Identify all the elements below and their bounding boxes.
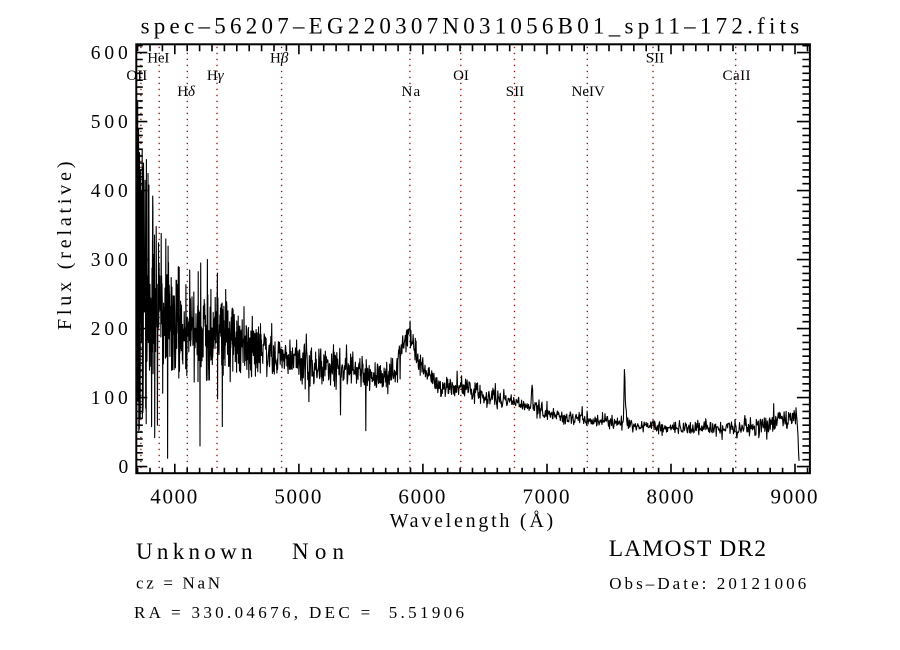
svg-text:4000: 4000 (150, 485, 197, 509)
svg-text:100: 100 (91, 388, 128, 409)
svg-text:9000: 9000 (771, 485, 818, 509)
svg-text:Non: Non (292, 539, 345, 564)
svg-text:cz = NaN: cz = NaN (136, 574, 220, 593)
svg-text:300: 300 (91, 250, 128, 271)
svg-text:CaII: CaII (723, 68, 751, 84)
svg-text:Hβ: Hβ (270, 50, 289, 66)
svg-text:0: 0 (119, 457, 129, 478)
svg-text:SII: SII (506, 84, 524, 100)
svg-text:8000: 8000 (647, 485, 694, 509)
svg-text:500: 500 (91, 112, 128, 133)
svg-text:7000: 7000 (522, 485, 569, 509)
svg-text:Flux (relative): Flux (relative) (54, 162, 76, 331)
svg-text:Hγ: Hγ (207, 68, 225, 84)
svg-text:200: 200 (91, 319, 128, 340)
svg-text:SII: SII (646, 50, 664, 66)
svg-text:600: 600 (91, 43, 128, 64)
svg-text:OI: OI (453, 68, 469, 84)
svg-text:HeI: HeI (147, 50, 169, 66)
svg-text:Hδ: Hδ (177, 84, 196, 100)
svg-text:NeIV: NeIV (572, 84, 605, 100)
svg-text:Wavelength (Å): Wavelength (Å) (390, 510, 554, 532)
svg-text:OII: OII (126, 68, 147, 84)
svg-text:Na: Na (402, 84, 421, 100)
svg-text:LAMOST DR2: LAMOST DR2 (609, 536, 766, 562)
svg-text:400: 400 (91, 181, 128, 202)
svg-text:5000: 5000 (274, 485, 321, 509)
svg-text:6000: 6000 (398, 485, 445, 509)
svg-text:spec–56207–EG220307N031056B01_: spec–56207–EG220307N031056B01_sp11–172.f… (141, 14, 800, 39)
